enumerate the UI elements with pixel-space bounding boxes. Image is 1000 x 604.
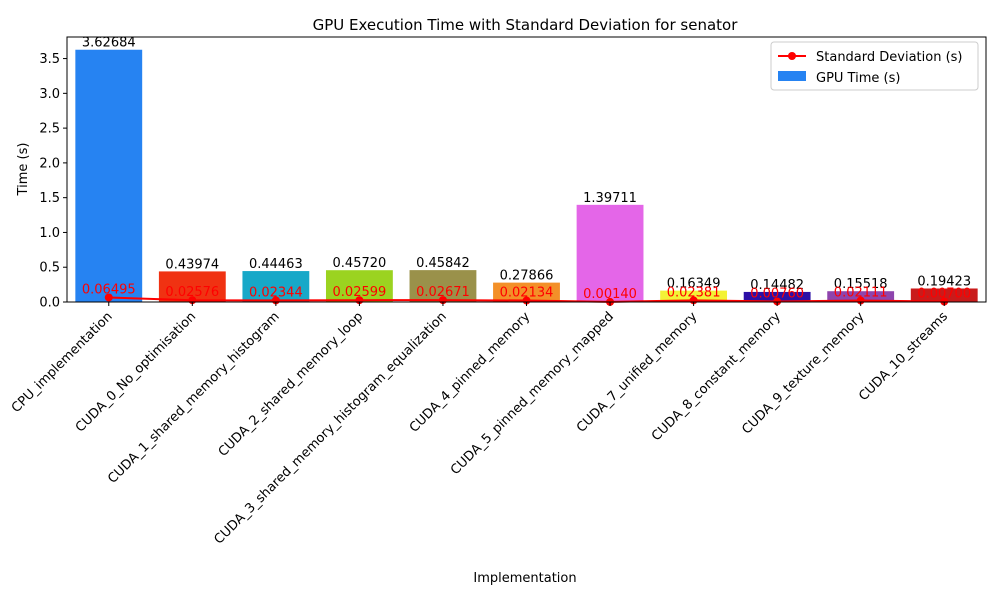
bar-CPU_implementation xyxy=(75,49,143,302)
std-value-label-CUDA_1_shared_memory_histogram: 0.02344 xyxy=(249,285,303,300)
y-tick-label: 3.5 xyxy=(39,52,60,67)
bar-value-label-CUDA_8_constant_memory: 0.14482 xyxy=(750,278,804,293)
legend-label-std: Standard Deviation (s) xyxy=(816,50,963,65)
bar-value-label-CUDA_10_streams: 0.19423 xyxy=(917,274,971,289)
std-value-label-CUDA_4_pinned_memory: 0.02134 xyxy=(500,286,554,301)
y-tick-label: 2.0 xyxy=(39,156,60,171)
bar-value-label-CPU_implementation: 3.62684 xyxy=(82,36,136,51)
legend-label-gpu: GPU Time (s) xyxy=(816,71,900,86)
legend-line-marker xyxy=(788,52,796,60)
x-tick-label-CUDA_1_shared_memory_histogram: CUDA_1_shared_memory_histogram xyxy=(105,309,283,487)
y-tick-label: 1.5 xyxy=(39,191,60,206)
std-value-label-CUDA_10_streams: 0.00700 xyxy=(917,287,971,302)
bar-value-label-CUDA_0_No_optimisation: 0.43974 xyxy=(165,257,219,272)
bar-value-label-CUDA_1_shared_memory_histogram: 0.44463 xyxy=(249,257,303,272)
bar-CUDA_7_unified_memory xyxy=(660,290,728,302)
std-point-CUDA_9_texture_memory xyxy=(856,296,865,305)
bar-CUDA_8_constant_memory xyxy=(743,291,811,302)
std-value-label-CUDA_5_pinned_memory_mapped: 0.00140 xyxy=(583,287,637,302)
bar-CUDA_10_streams xyxy=(910,288,978,302)
y-tick-label: 3.0 xyxy=(39,87,60,102)
std-value-label-CUDA_8_constant_memory: 0.00760 xyxy=(750,286,804,301)
std-value-label-CUDA_3_shared_memory_histogram_equalization: 0.02671 xyxy=(416,285,470,300)
bar-CUDA_4_pinned_memory xyxy=(493,282,560,302)
bar-value-label-CUDA_9_texture_memory: 0.15518 xyxy=(834,277,888,292)
bar-CUDA_5_pinned_memory_mapped xyxy=(576,204,644,302)
y-tick-label: 2.5 xyxy=(39,122,60,137)
x-tick-label-CUDA_5_pinned_memory_mapped: CUDA_5_pinned_memory_mapped xyxy=(448,309,617,478)
bar-value-label-CUDA_4_pinned_memory: 0.27866 xyxy=(500,269,554,284)
bar-value-label-CUDA_2_shared_memory_loop: 0.45720 xyxy=(333,256,387,271)
std-value-label-CUDA_7_unified_memory: 0.02381 xyxy=(667,285,721,300)
std-point-CUDA_8_constant_memory xyxy=(773,297,782,306)
data-labels-layer: 3.62684 0.43974 0.44463 0.45720 0.45842 0.278… xyxy=(82,36,971,302)
std-value-label-CUDA_0_No_optimisation: 0.02576 xyxy=(165,285,219,300)
y-tick-label: 0.0 xyxy=(39,296,60,311)
std-value-label-CPU_implementation: 0.06495 xyxy=(82,282,136,297)
legend-frame xyxy=(770,41,979,91)
bar-value-label-CUDA_7_unified_memory: 0.16349 xyxy=(667,277,721,292)
std-value-label-CUDA_2_shared_memory_loop: 0.02599 xyxy=(333,285,387,300)
std-point-CUDA_4_pinned_memory xyxy=(522,296,531,305)
x-tick-label-CUDA_10_streams: CUDA_10_streams xyxy=(856,309,951,404)
y-axis-label: Time (s) xyxy=(16,143,31,197)
std-value-label-CUDA_9_texture_memory: 0.02111 xyxy=(834,286,888,301)
legend-bar-swatch xyxy=(778,71,806,81)
std-point-CPU_implementation xyxy=(104,293,113,302)
y-tick-label: 1.0 xyxy=(39,226,60,241)
bar-value-label-CUDA_5_pinned_memory_mapped: 1.39711 xyxy=(583,191,637,206)
x-axis-label: Implementation xyxy=(473,571,576,586)
x-tick-label-CUDA_2_shared_memory_loop: CUDA_2_shared_memory_loop xyxy=(216,309,367,460)
bar-value-label-CUDA_3_shared_memory_histogram_equalization: 0.45842 xyxy=(416,256,470,271)
chart-title: GPU Execution Time with Standard Deviati… xyxy=(313,16,739,34)
y-tick-label: 0.5 xyxy=(39,261,60,276)
legend: Standard Deviation (s) GPU Time (s) xyxy=(770,41,979,91)
std-line-layer xyxy=(104,293,949,306)
